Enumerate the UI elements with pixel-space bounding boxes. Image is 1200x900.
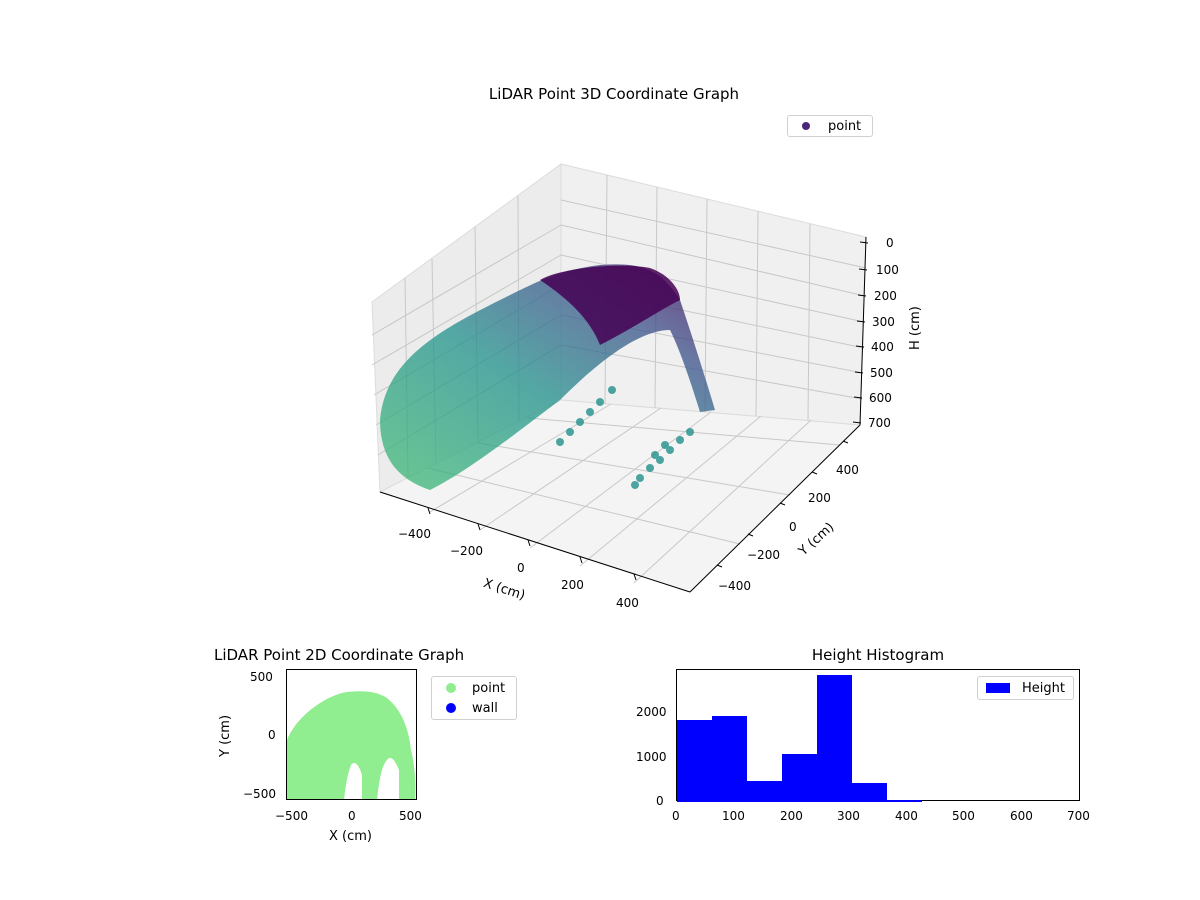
- y-tick-label: 2000: [636, 705, 667, 719]
- y-tick-label: −400: [718, 579, 751, 593]
- plot2d-title: LiDAR Point 2D Coordinate Graph: [214, 646, 465, 664]
- x-tick-label: 0: [517, 561, 525, 575]
- x-tick-label: 400: [616, 596, 639, 610]
- legend-marker-icon: [446, 703, 456, 713]
- plot3d-title: LiDAR Point 3D Coordinate Graph: [488, 85, 740, 103]
- y-tick-label: 400: [836, 463, 859, 477]
- x-tick-label: 400: [895, 809, 918, 823]
- plot2d-legend: point wall: [431, 676, 517, 720]
- z-tick-label: 100: [876, 263, 899, 277]
- z-tick-label: 200: [874, 289, 897, 303]
- z-tick-label: 400: [871, 340, 894, 354]
- z-tick-label: 300: [872, 315, 895, 329]
- plot3d-legend: point: [787, 115, 873, 137]
- x-axis-label: X (cm): [329, 829, 372, 844]
- legend-patch-icon: [986, 683, 1011, 693]
- y-tick-label: −500: [243, 787, 276, 801]
- legend-label: point: [472, 680, 506, 696]
- z-tick-label: 700: [868, 416, 891, 430]
- y-axis-label: Y (cm): [218, 714, 233, 757]
- x-tick-label: 500: [952, 809, 975, 823]
- plot2d-area: [286, 669, 417, 800]
- x-tick-label: −400: [398, 527, 431, 541]
- x-tick-label: 300: [837, 809, 860, 823]
- x-tick-label: −200: [450, 544, 483, 558]
- y-tick-label: 200: [808, 491, 831, 505]
- legend-marker-icon: [802, 122, 810, 130]
- x-tick-label: 500: [399, 809, 422, 823]
- y-tick-label: 0: [789, 520, 797, 534]
- x-tick-label: 600: [1010, 809, 1033, 823]
- x-tick-label: 0: [672, 809, 680, 823]
- histogram-title: Height Histogram: [811, 646, 945, 664]
- y-tick-label: 0: [268, 728, 276, 742]
- z-tick-label: 600: [869, 391, 892, 405]
- z-axis-label: H (cm): [908, 306, 923, 350]
- z-tick-label: 500: [870, 366, 893, 380]
- y-tick-label: 0: [656, 794, 664, 808]
- x-tick-label: 200: [561, 578, 584, 592]
- legend-label: point: [828, 118, 862, 134]
- z-tick-label: 0: [886, 236, 894, 250]
- legend-label: Height: [1022, 680, 1065, 696]
- legend-marker-icon: [446, 683, 456, 693]
- y-tick-label: −200: [747, 548, 780, 562]
- x-tick-label: −500: [275, 809, 308, 823]
- histogram-area: [676, 669, 1080, 802]
- legend-label: wall: [472, 700, 498, 716]
- x-tick-label: 100: [722, 809, 745, 823]
- y-tick-label: 1000: [636, 750, 667, 764]
- x-tick-label: 0: [348, 809, 356, 823]
- x-tick-label: 700: [1067, 809, 1090, 823]
- histogram-legend: Height: [977, 676, 1074, 700]
- y-tick-label: 500: [250, 670, 273, 684]
- x-tick-label: 200: [780, 809, 803, 823]
